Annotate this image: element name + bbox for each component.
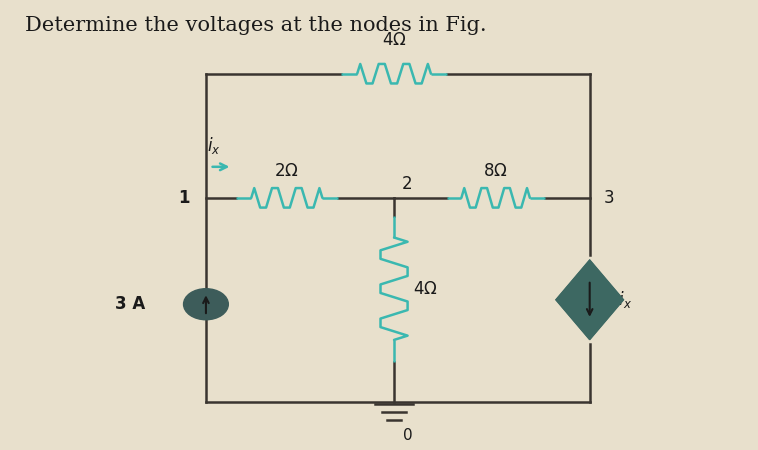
Text: 8$\Omega$: 8$\Omega$ <box>484 162 508 180</box>
Ellipse shape <box>183 289 228 320</box>
Text: $2i_x$: $2i_x$ <box>609 289 633 310</box>
Text: 0: 0 <box>403 428 412 443</box>
Text: $i_x$: $i_x$ <box>207 135 221 156</box>
Text: 2: 2 <box>402 176 412 194</box>
Text: 3: 3 <box>603 189 614 207</box>
Text: 3 A: 3 A <box>115 295 146 313</box>
Text: 4$\Omega$: 4$\Omega$ <box>382 32 406 50</box>
Text: 1: 1 <box>178 189 190 207</box>
Text: 2$\Omega$: 2$\Omega$ <box>274 162 299 180</box>
Text: Determine the voltages at the nodes in Fig.: Determine the voltages at the nodes in F… <box>25 16 487 35</box>
Text: 4$\Omega$: 4$\Omega$ <box>413 280 437 298</box>
Polygon shape <box>556 260 624 340</box>
